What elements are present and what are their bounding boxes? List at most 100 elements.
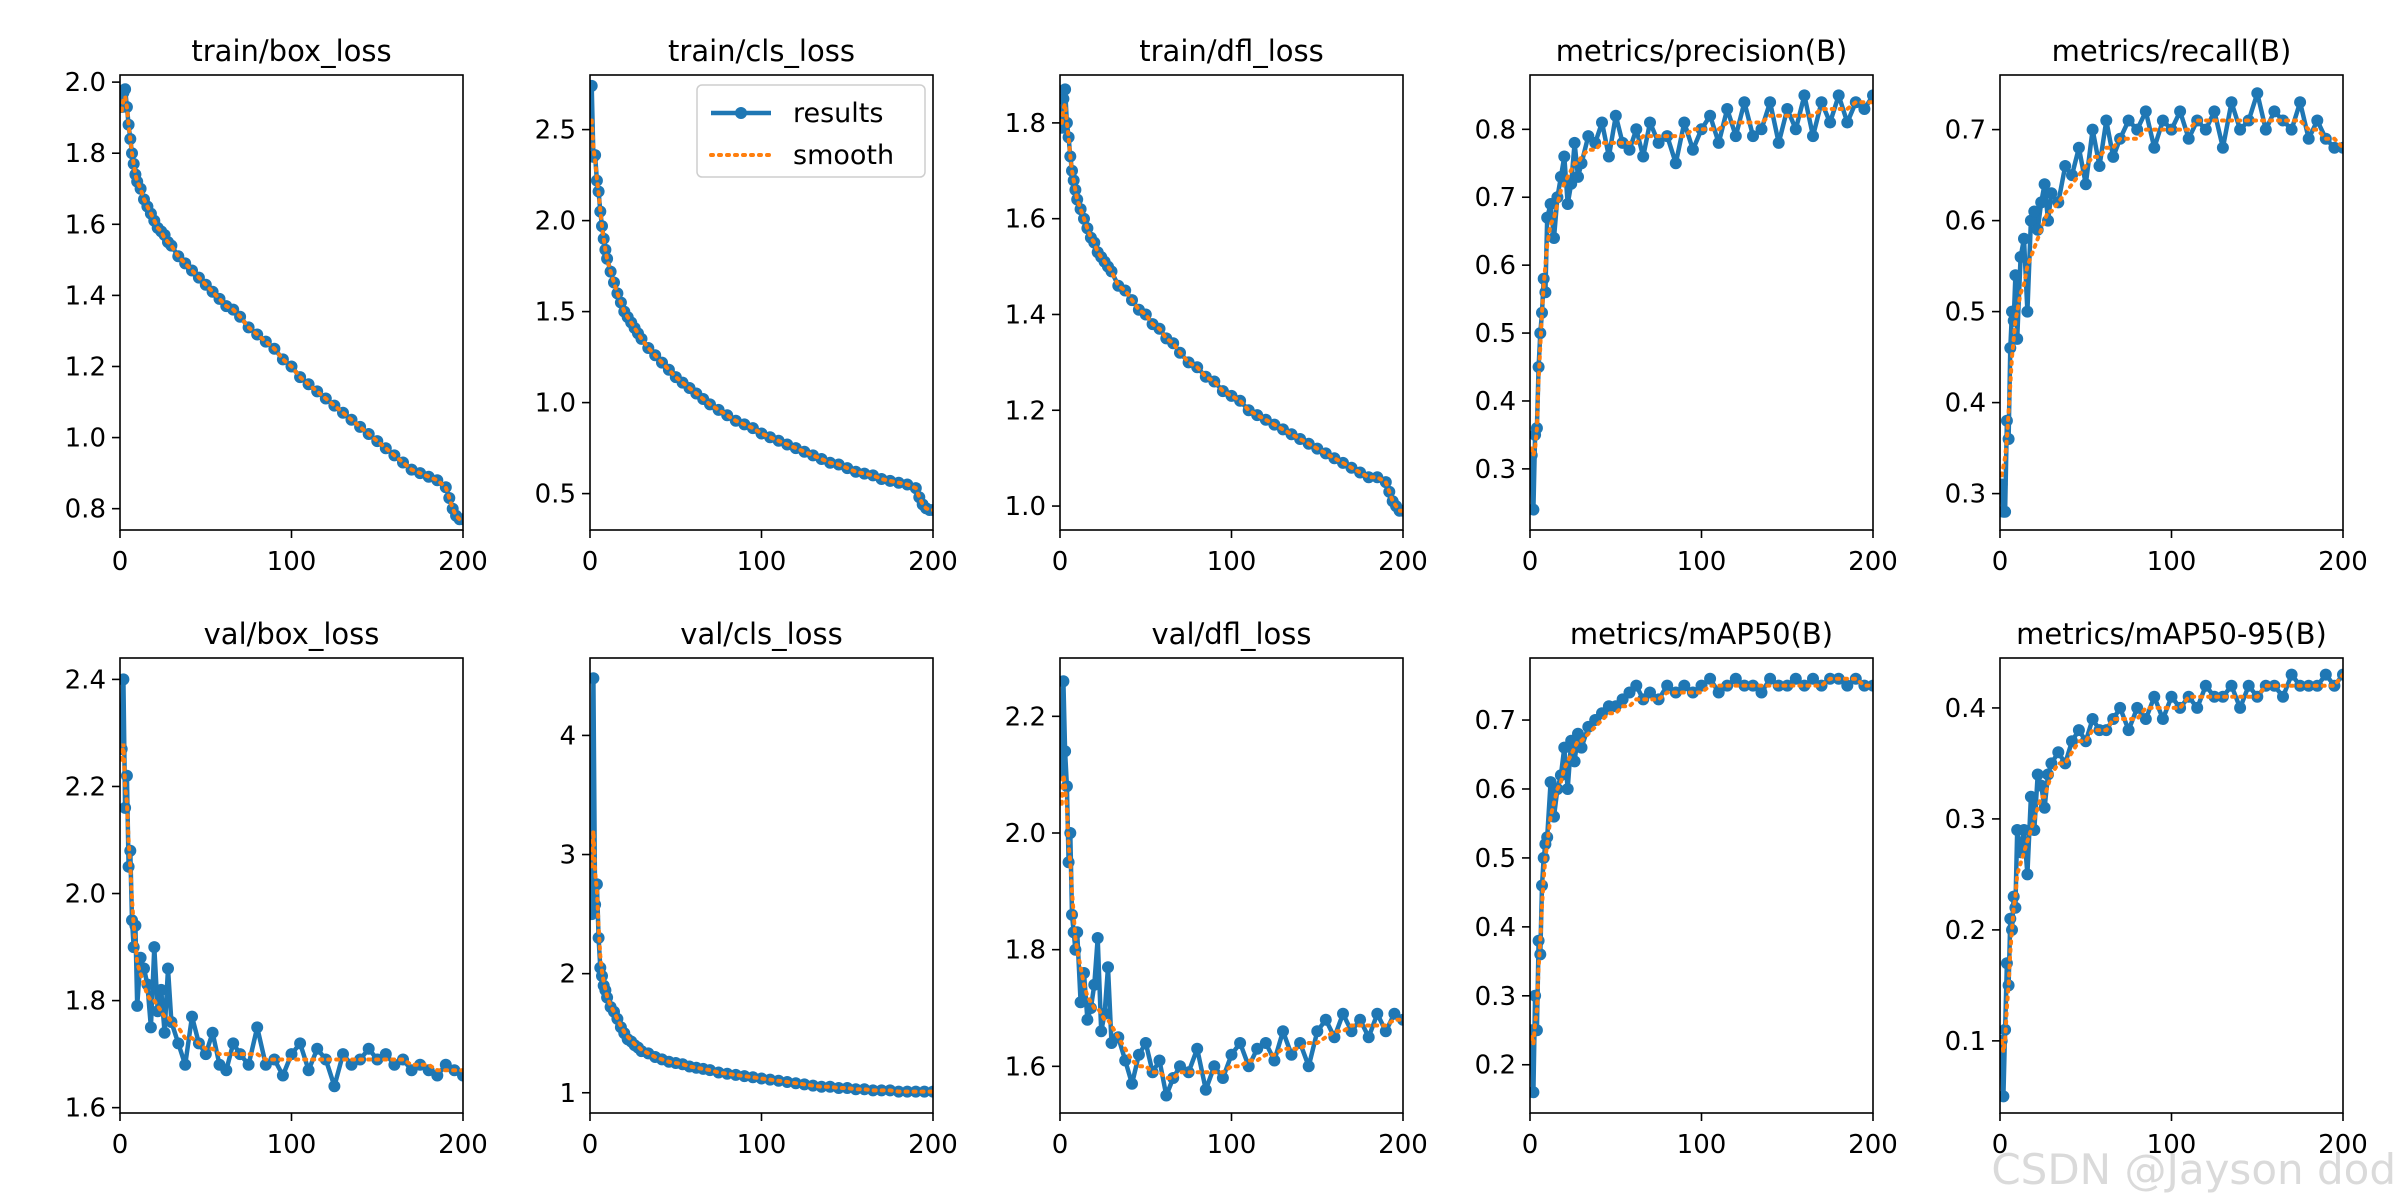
panel-metrics-recall-b: metrics/recall(B) 0 100 200 0.3 0.4 0.5 0.6 0.7	[1945, 34, 2368, 577]
y-tick-label: 0.6	[1475, 775, 1516, 805]
results-point	[1815, 96, 1828, 109]
results-point	[1541, 211, 1554, 224]
results-point	[1345, 1025, 1358, 1038]
results-point	[1548, 232, 1560, 244]
results-point	[590, 174, 603, 187]
results-point	[1530, 503, 1540, 516]
results-point	[1060, 83, 1072, 96]
y-tick-label: 2.2	[1005, 702, 1046, 732]
results-point	[1561, 198, 1574, 210]
x-tick-label: 200	[2318, 1130, 2368, 1160]
results-point	[1371, 1007, 1384, 1020]
panel-metrics-map50-95-b: metrics/mAP50-95(B) 0 100 200 0.1 0.2 0.3 0.4	[1945, 617, 2368, 1160]
panel-val-cls-loss: val/cls_loss 0 100 200 1 2 3 4	[559, 617, 957, 1160]
results-point	[1319, 1013, 1332, 1026]
results-point	[2031, 768, 2044, 781]
csdn-watermark: CSDN @Jayson dod	[1991, 1145, 2396, 1194]
results-point	[1139, 1037, 1152, 1049]
x-tick-label: 100	[737, 547, 787, 577]
results-point	[2156, 713, 2169, 725]
x-tick-label: 0	[582, 547, 599, 577]
results-point	[1568, 755, 1581, 768]
results-point	[2225, 96, 2238, 109]
x-tick-label: 0	[1052, 1130, 1069, 1160]
results-point	[2021, 868, 2034, 881]
results-point	[1807, 130, 1819, 143]
results-point	[2199, 679, 2212, 692]
axes-frame	[1999, 74, 2344, 531]
panel-train-dfl-loss: train/dfl_loss 0 100 200 1.0 1.2 1.4 1.6 1.8	[1005, 34, 1428, 577]
results-point	[2038, 178, 2051, 191]
series-group	[2000, 668, 2343, 1103]
results-point	[1259, 1037, 1272, 1049]
y-tick-label: 0.1	[1945, 1027, 1986, 1057]
smooth-line	[1060, 774, 1403, 1080]
y-tick-label: 0.3	[1475, 455, 1516, 485]
results-point	[2028, 205, 2041, 218]
results-point	[2009, 269, 2022, 282]
series-group	[120, 673, 463, 1093]
y-tick-label: 2.2	[65, 772, 106, 802]
results-point	[1596, 116, 1608, 129]
results-point	[1311, 1025, 1324, 1038]
results-point	[1268, 1054, 1281, 1067]
results-point	[379, 1048, 392, 1061]
y-tick-label: 2	[559, 960, 576, 990]
results-point	[2251, 87, 2264, 100]
results-point	[1686, 143, 1699, 156]
y-tick-label: 0.7	[1475, 183, 1516, 213]
x-tick-label: 200	[438, 1130, 488, 1160]
y-tick-label: 1.0	[1005, 492, 1046, 522]
smooth-line	[1060, 103, 1403, 513]
y-tick-label: 0.8	[1475, 115, 1516, 145]
axes-frame	[1529, 657, 1874, 1114]
y-tick-label: 1.2	[65, 352, 106, 382]
y-tick-label: 0.5	[1945, 298, 1986, 328]
axes-frame	[589, 74, 934, 531]
results-point	[2139, 105, 2152, 118]
y-tick-label: 0.4	[1945, 389, 1986, 419]
smooth-line	[2000, 672, 2343, 1053]
y-tick-label: 0.6	[1945, 207, 1986, 237]
x-tick-label: 100	[1677, 1130, 1727, 1160]
results-point	[1102, 961, 1114, 974]
results-point	[1060, 92, 1070, 105]
results-point	[242, 1058, 255, 1071]
results-point	[1153, 1054, 1166, 1067]
results-point	[138, 962, 150, 975]
y-tick-label: 0.6	[1475, 251, 1516, 281]
results-point	[2035, 779, 2048, 792]
results-point	[2259, 123, 2272, 136]
results-point	[1572, 727, 1584, 740]
y-tick-label: 0.7	[1945, 116, 1986, 146]
panel-metrics-precision-b: metrics/precision(B) 0 100 200 0.3 0.4 0.5 0.6 0…	[1475, 34, 1898, 577]
y-tick-label: 0.2	[1475, 1051, 1516, 1081]
results-point	[2122, 114, 2135, 127]
y-tick-label: 2.0	[65, 68, 106, 98]
results-point	[1225, 1048, 1238, 1061]
results-point	[1644, 116, 1656, 129]
results-point	[2059, 160, 2072, 172]
y-tick-label: 0.3	[1475, 982, 1516, 1012]
results-line	[1060, 87, 1403, 514]
results-line	[2000, 672, 2343, 1099]
results-point	[1704, 672, 1717, 685]
results-point	[2072, 141, 2085, 154]
results-point	[276, 1069, 289, 1082]
y-tick-label: 0.5	[1475, 844, 1516, 874]
legend-smooth-label: smooth	[793, 140, 894, 171]
results-point	[162, 962, 174, 975]
results-point	[259, 1058, 272, 1071]
results-point	[388, 1058, 401, 1071]
smooth-line	[590, 118, 933, 512]
results-point	[362, 1042, 375, 1055]
x-tick-label: 0	[1992, 1130, 2009, 1160]
results-point	[1789, 672, 1802, 685]
panel-title: metrics/recall(B)	[2052, 34, 2292, 68]
results-point	[345, 1058, 358, 1071]
x-tick-label: 0	[112, 547, 129, 577]
panel-metrics-map50-b: metrics/mAP50(B) 0 100 200 0.2 0.3 0.4 0.5 0.6 0.…	[1475, 617, 1898, 1160]
x-tick-label: 200	[908, 547, 958, 577]
x-tick-label: 200	[1378, 547, 1428, 577]
